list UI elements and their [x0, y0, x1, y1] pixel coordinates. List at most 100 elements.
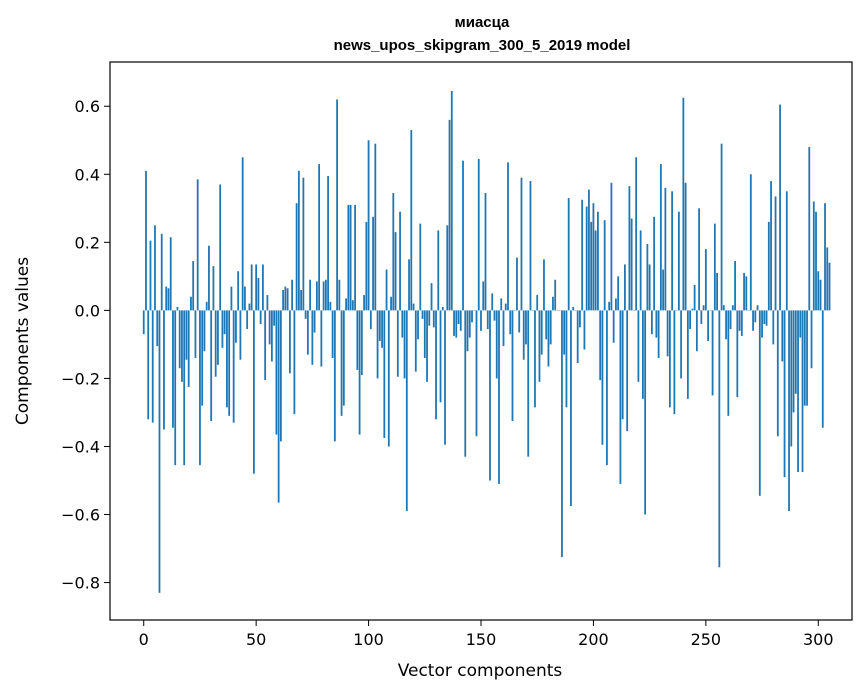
- bar-100: [367, 140, 370, 311]
- bar-44: [241, 157, 244, 311]
- bar-158: [498, 310, 500, 484]
- bar-267: [743, 272, 745, 311]
- bar-33: [217, 310, 219, 365]
- bar-244: [691, 308, 694, 311]
- bar-261: [729, 310, 732, 330]
- bar-1: [145, 170, 147, 311]
- bar-99: [365, 221, 368, 311]
- bar-142: [462, 160, 464, 311]
- bar-32: [214, 310, 217, 377]
- bar-254: [713, 223, 716, 311]
- bar-245: [693, 284, 696, 311]
- bar-232: [664, 187, 667, 311]
- bar-111: [392, 192, 395, 311]
- bar-89: [342, 310, 345, 406]
- bar-290: [794, 310, 797, 394]
- bar-125: [423, 310, 426, 359]
- bar-30: [210, 310, 213, 421]
- bar-124: [421, 310, 424, 319]
- bar-83: [329, 301, 332, 311]
- bar-239: [680, 310, 683, 379]
- bar-167: [518, 310, 521, 333]
- bar-233: [666, 310, 669, 357]
- y-tick-label: −0.8: [61, 574, 100, 593]
- bar-18: [183, 310, 186, 466]
- bar-189: [567, 198, 570, 311]
- bar-68: [295, 203, 298, 311]
- bar-302: [821, 310, 824, 428]
- bar-208: [610, 182, 613, 311]
- y-tick-label: −0.6: [61, 506, 100, 525]
- bar-169: [522, 310, 525, 360]
- bar-149: [477, 158, 480, 311]
- bar-112: [394, 232, 397, 311]
- bar-109: [387, 310, 390, 447]
- bar-283: [779, 104, 781, 311]
- bar-115: [401, 310, 404, 338]
- bar-133: [441, 306, 444, 311]
- bar-191: [572, 306, 575, 311]
- bar-190: [570, 310, 572, 507]
- bar-298: [812, 201, 815, 311]
- bar-272: [754, 310, 757, 323]
- bar-123: [419, 223, 422, 311]
- bar-175: [536, 295, 539, 311]
- bar-159: [500, 298, 503, 311]
- bar-198: [588, 189, 590, 311]
- bar-246: [695, 310, 698, 352]
- bar-80: [322, 281, 325, 311]
- bar-241: [684, 182, 687, 311]
- bar-118: [408, 259, 410, 311]
- bar-39: [230, 286, 233, 311]
- bar-121: [414, 310, 417, 372]
- bar-225: [648, 264, 651, 311]
- bar-29: [208, 245, 210, 311]
- bar-268: [745, 276, 748, 311]
- bar-205: [603, 220, 606, 311]
- bar-24: [196, 179, 199, 311]
- bar-41: [235, 310, 237, 343]
- bar-97: [360, 310, 363, 376]
- bar-274: [758, 310, 761, 496]
- bar-27: [203, 310, 206, 352]
- bar-216: [628, 186, 631, 311]
- bar-107: [383, 310, 386, 438]
- bar-70: [300, 289, 303, 311]
- bar-154: [489, 310, 491, 481]
- bar-34: [219, 184, 222, 311]
- bar-21: [190, 296, 192, 311]
- bar-2: [147, 310, 150, 420]
- bar-278: [767, 221, 770, 311]
- bar-221: [639, 230, 642, 311]
- bar-276: [763, 310, 766, 324]
- x-tick-label: 250: [691, 630, 722, 649]
- bar-255: [716, 272, 718, 311]
- bar-series: [142, 90, 831, 593]
- chart-title-line2: news_upos_skipgram_300_5_2019 model: [334, 37, 631, 54]
- bar-259: [725, 310, 727, 340]
- bar-87: [338, 279, 341, 311]
- bar-196: [583, 310, 586, 350]
- bar-150: [480, 310, 482, 331]
- x-tick-label: 0: [139, 630, 149, 649]
- bar-262: [731, 305, 734, 311]
- bar-46: [246, 310, 249, 330]
- bar-176: [538, 310, 541, 382]
- bar-43: [239, 310, 242, 360]
- bar-120: [412, 303, 415, 311]
- x-tick-label: 150: [466, 630, 497, 649]
- bar-177: [540, 310, 543, 355]
- bar-84: [331, 310, 334, 359]
- bar-8: [160, 233, 163, 311]
- y-axis-label: Components values: [13, 257, 33, 425]
- bar-48: [250, 264, 253, 311]
- bar-17: [181, 310, 183, 382]
- bar-163: [509, 310, 512, 335]
- bar-55: [266, 295, 269, 311]
- bar-61: [279, 310, 282, 442]
- bar-253: [711, 310, 714, 396]
- bar-9: [163, 310, 165, 430]
- bar-217: [630, 218, 633, 311]
- bar-206: [606, 310, 608, 466]
- bar-4: [151, 310, 154, 423]
